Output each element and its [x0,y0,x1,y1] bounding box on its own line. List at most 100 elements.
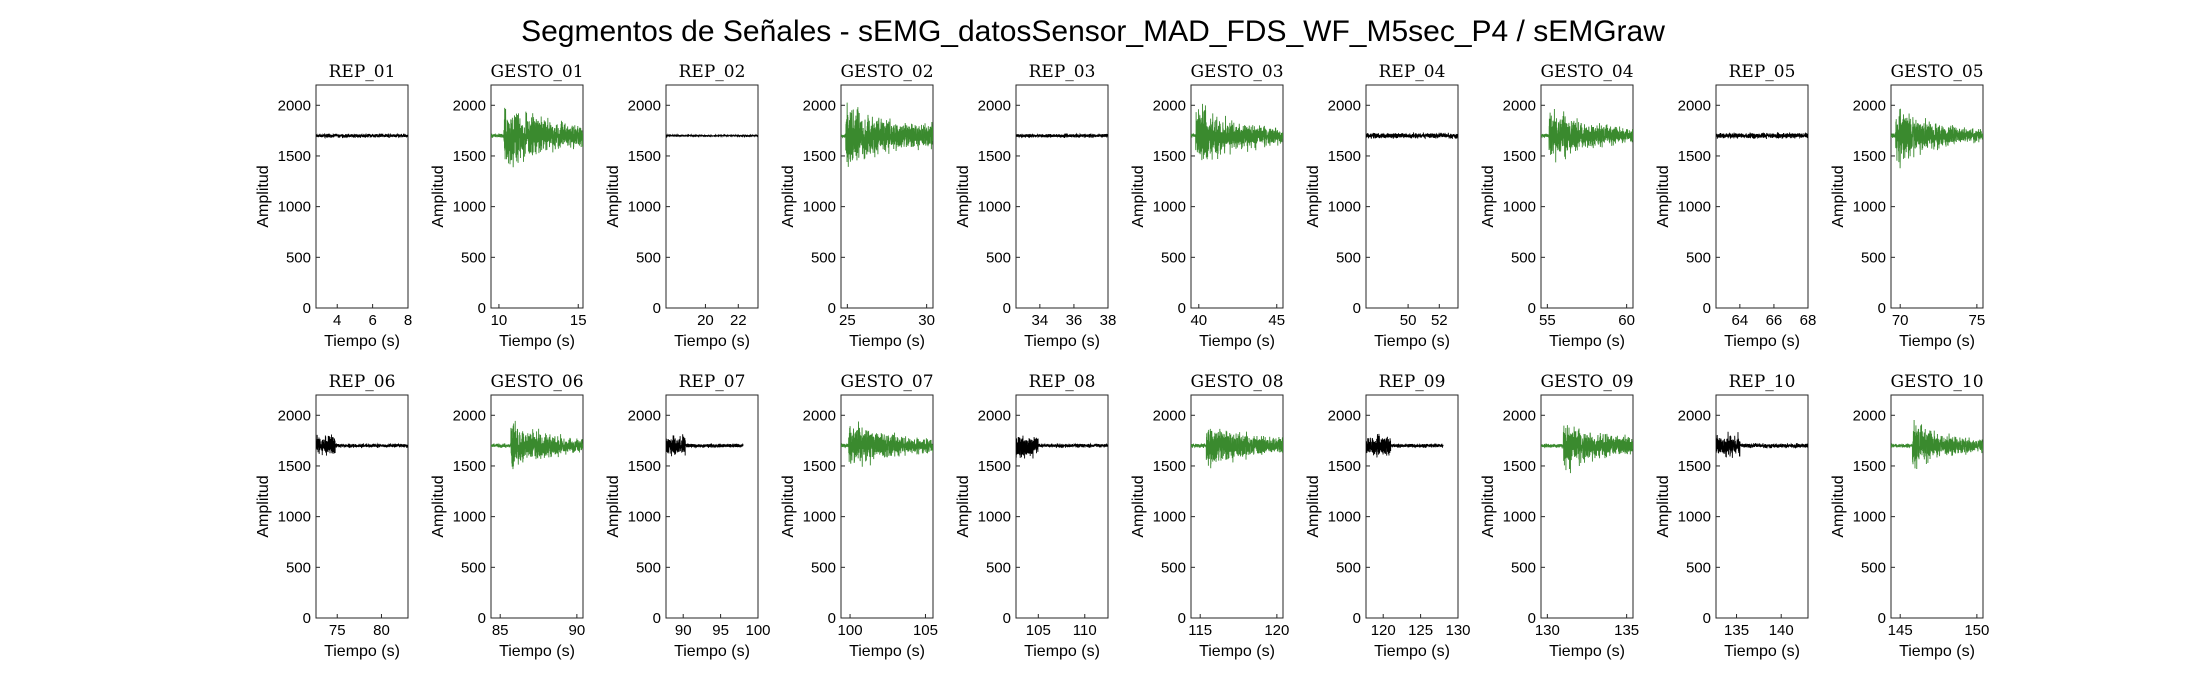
y-tick-label: 0 [828,610,836,627]
y-tick-label: 0 [1178,300,1186,317]
y-tick-label: 2000 [1853,97,1886,114]
y-tick-label: 1500 [278,148,311,165]
y-axis-label: Amplitud [1480,165,1497,227]
x-tick-label: 10 [491,312,508,329]
subplot-title: GESTO_02 [840,62,933,82]
x-tick-label: 36 [1066,312,1083,329]
y-tick-label: 0 [1003,300,1011,317]
x-tick-label: 38 [1100,312,1117,329]
y-tick-label: 1500 [1503,148,1536,165]
y-axis-label: Amplitud [255,165,272,227]
y-axis-label: Amplitud [1830,475,1847,537]
plot-area [1890,84,1984,309]
x-tick-label: 120 [1264,622,1289,639]
y-tick-label: 1500 [453,148,486,165]
y-tick-label: 2000 [1678,97,1711,114]
x-axis-label: Tiempo (s) [674,333,750,350]
y-tick-label: 1500 [1153,148,1186,165]
subplot-title: GESTO_05 [1890,62,1983,82]
plot-area [1540,394,1634,619]
x-tick-label: 130 [1535,622,1560,639]
y-tick-label: 2000 [978,97,1011,114]
x-axis-label: Tiempo (s) [499,643,575,660]
x-axis-label: Tiempo (s) [1199,333,1275,350]
plot-area [1365,84,1459,309]
y-tick-label: 1000 [803,199,836,216]
y-tick-label: 2000 [1678,407,1711,424]
signal-line [841,421,933,467]
y-tick-label: 2000 [1153,407,1186,424]
subplot-title: GESTO_07 [840,372,933,392]
subplot-gesto-07: 0 500 1000 1500 2000 100 105 GESTO_07 Tiempo (s)… [780,372,938,660]
x-tick-label: 105 [913,622,938,639]
x-tick-label: 68 [1800,312,1817,329]
y-axis-label: Amplitud [955,165,972,227]
signal-line [841,102,933,167]
x-axis-label: Tiempo (s) [1374,333,1450,350]
y-tick-label: 500 [636,559,661,576]
y-tick-label: 0 [1878,300,1886,317]
y-tick-label: 500 [461,249,486,266]
plot-area [1015,394,1109,619]
plot-area [1715,84,1809,309]
x-tick-label: 70 [1892,312,1909,329]
y-tick-label: 0 [653,610,661,627]
signal-line [1891,108,1983,169]
x-tick-label: 135 [1614,622,1639,639]
y-tick-label: 1500 [628,458,661,475]
x-tick-label: 40 [1190,312,1207,329]
y-axis-label: Amplitud [1305,475,1322,537]
y-tick-label: 1000 [1853,199,1886,216]
y-tick-label: 0 [303,610,311,627]
y-tick-label: 2000 [278,97,311,114]
subplot-title: GESTO_04 [1540,62,1633,82]
y-tick-label: 0 [1528,610,1536,627]
y-tick-label: 500 [1511,249,1536,266]
x-tick-label: 30 [918,312,935,329]
x-axis-label: Tiempo (s) [1724,643,1800,660]
subplot-rep-04: 0 500 1000 1500 2000 50 52 REP_04 Tiempo (s) Ampl… [1305,62,1459,350]
y-tick-label: 1500 [1328,458,1361,475]
x-axis-label: Tiempo (s) [1024,333,1100,350]
y-tick-label: 2000 [278,407,311,424]
signal-line [316,132,408,140]
plot-area [840,84,934,309]
subplot-gesto-03: 0 500 1000 1500 2000 40 45 GESTO_03 Tiempo (s) Am… [1130,62,1285,350]
y-axis-label: Amplitud [1480,475,1497,537]
y-tick-label: 1500 [453,458,486,475]
y-tick-label: 1000 [1153,509,1186,526]
plot-area [1015,84,1109,309]
x-tick-label: 110 [1073,622,1097,639]
y-tick-label: 1500 [278,458,311,475]
signal-line [491,420,583,470]
y-tick-label: 0 [1178,610,1186,627]
x-tick-label: 130 [1445,622,1470,639]
signal-line [666,133,758,139]
signal-line [1191,103,1283,161]
subplot-title: GESTO_08 [1190,372,1283,392]
x-tick-label: 52 [1431,312,1448,329]
x-tick-label: 22 [730,312,747,329]
y-tick-label: 500 [986,249,1011,266]
y-tick-label: 500 [1161,559,1186,576]
subplot-title: REP_09 [1379,372,1446,392]
y-tick-label: 500 [1686,559,1711,576]
y-tick-label: 500 [1861,559,1886,576]
y-tick-label: 500 [1861,249,1886,266]
y-tick-label: 2000 [453,407,486,424]
y-tick-label: 0 [1703,300,1711,317]
y-tick-label: 500 [986,559,1011,576]
y-tick-label: 1000 [1503,509,1536,526]
x-tick-label: 140 [1769,622,1794,639]
x-axis-label: Tiempo (s) [1024,643,1100,660]
y-tick-label: 1500 [1153,458,1186,475]
y-tick-label: 0 [1353,300,1361,317]
y-tick-label: 1500 [1678,458,1711,475]
subplot-rep-05: 0 500 1000 1500 2000 64 66 68 REP_05 Tiempo (s) Am… [1655,62,1816,350]
y-tick-label: 2000 [978,407,1011,424]
y-tick-label: 500 [286,559,311,576]
x-tick-label: 6 [368,312,376,329]
subplot-title: GESTO_01 [490,62,583,82]
